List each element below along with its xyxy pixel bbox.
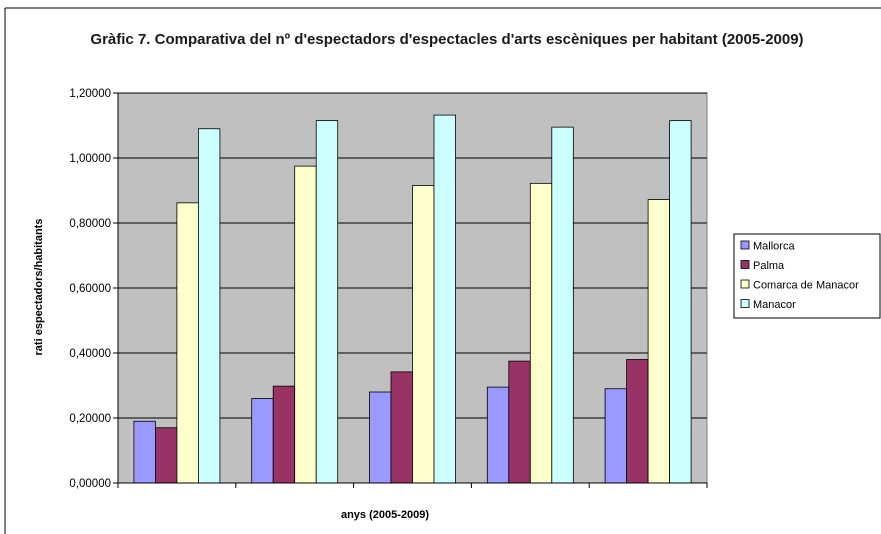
y-tick-label: 0,00000 [69, 478, 111, 490]
y-axis-title: rati espectadors/habitants [33, 219, 45, 356]
y-tick-label: 0,40000 [69, 348, 111, 360]
y-tick-label: 1,00000 [69, 153, 111, 165]
bar [176, 202, 199, 484]
bar [197, 128, 221, 484]
bar [251, 398, 274, 484]
chart-title: Gràfic 7. Comparativa del nº d'espectado… [90, 31, 803, 48]
legend-label: Mallorca [753, 241, 795, 253]
plot-area [117, 92, 708, 488]
legend-swatch [740, 260, 750, 269]
bar [433, 114, 456, 484]
bar [315, 120, 339, 484]
bar [669, 120, 692, 484]
bar [626, 359, 649, 484]
bar [529, 182, 553, 484]
bar [133, 420, 156, 484]
bar [551, 126, 574, 484]
bar [604, 388, 627, 484]
series-palma [154, 359, 649, 484]
bar [412, 185, 435, 484]
bar [647, 199, 670, 484]
legend-swatch [740, 279, 750, 289]
bar [390, 371, 413, 484]
y-tick-label: 0,20000 [69, 413, 111, 425]
series-mallorca [133, 386, 627, 484]
y-axis-ticks: 0,00000 0,20000 0,40000 0,60000 0,80000 1,000… [69, 88, 118, 490]
y-tick-label: 1,20000 [69, 88, 111, 100]
y-tick-label: 0,60000 [69, 283, 111, 295]
bar [294, 165, 317, 484]
bar [369, 391, 392, 484]
bar [508, 360, 531, 484]
legend-swatch [740, 240, 750, 250]
legend-swatch [740, 299, 750, 308]
x-axis-title: anys (2005-2009) [341, 509, 429, 521]
bar [272, 385, 296, 484]
bar [154, 427, 178, 484]
legend-box [733, 233, 881, 319]
bar [486, 386, 510, 484]
series-manacor [197, 114, 692, 484]
y-tick-label: 0,80000 [69, 218, 111, 230]
legend-label: Manacor [753, 299, 796, 311]
legend: Mallorca Palma Comarca de Manacor Manacor [733, 233, 881, 319]
legend-label: Comarca de Manacor [753, 280, 859, 292]
legend-label: Palma [753, 260, 785, 272]
